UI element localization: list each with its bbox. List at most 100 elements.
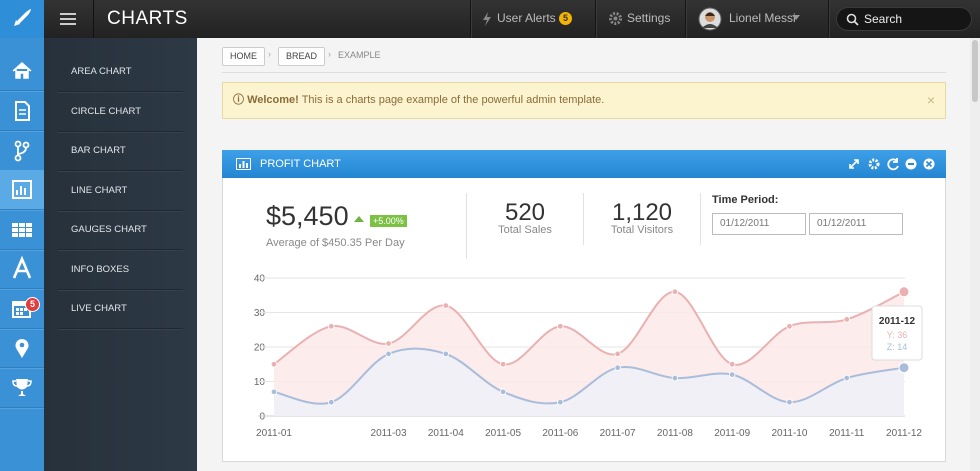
- sidebar-item[interactable]: CIRCLE CHART: [58, 92, 183, 132]
- sidebar: [44, 38, 197, 471]
- settings-tool[interactable]: [868, 158, 880, 170]
- marker-icon: [15, 339, 29, 358]
- x-tick-label: 2011-01: [256, 428, 292, 439]
- home-icon: [12, 61, 32, 79]
- nav-maps[interactable]: [0, 328, 44, 368]
- y-tick-label: 30: [254, 308, 266, 319]
- point: [442, 302, 450, 309]
- chart: 0 10 20 30 40 2011-01 2011-03 2011-04 2011-05 201…: [254, 274, 923, 439]
- period-label: Time Period:: [712, 194, 779, 206]
- profit-value: $5,450: [266, 201, 349, 231]
- tooltip-box: [871, 305, 923, 361]
- scrollbar-thumb[interactable]: [972, 40, 978, 102]
- x-tick-label: 2011-07: [600, 428, 636, 439]
- branch-icon: [14, 140, 30, 162]
- sidebar-item[interactable]: INFO BOXES: [58, 250, 183, 290]
- divider: [222, 72, 946, 73]
- change-badge: +5.00%: [370, 215, 407, 227]
- x-tick-label: 2011-03: [371, 428, 407, 439]
- nav-typography[interactable]: [0, 249, 44, 289]
- x-tick-label: 2011-06: [542, 428, 578, 439]
- up-arrow: [354, 216, 364, 222]
- date-input[interactable]: 01/12/2011: [809, 213, 903, 235]
- logo[interactable]: [0, 0, 44, 38]
- settings-icon: [609, 12, 622, 25]
- grid-icon: [12, 223, 32, 237]
- x-tick-label: 2011-10: [771, 428, 807, 439]
- tooltip-item: Z: 14: [887, 342, 908, 352]
- refresh-tool[interactable]: [887, 158, 899, 171]
- y-tick-label: 20: [254, 343, 266, 354]
- point: [442, 350, 450, 358]
- point: [898, 362, 910, 374]
- divider: [583, 193, 584, 245]
- breadcrumb-item[interactable]: BREAD: [278, 47, 326, 66]
- alerts-badge: 5: [559, 12, 572, 25]
- point: [728, 361, 736, 368]
- nav-trophy[interactable]: [0, 368, 44, 408]
- settings-link[interactable]: Settings: [627, 11, 671, 25]
- line: [273, 347, 905, 405]
- menu-toggle[interactable]: [44, 0, 94, 38]
- alerts-link[interactable]: User Alerts: [497, 11, 556, 25]
- nav-charts[interactable]: [0, 170, 44, 210]
- sales-label: Total Sales: [498, 224, 552, 236]
- point: [557, 399, 564, 406]
- calendar-badge: 5: [25, 297, 40, 312]
- point: [270, 361, 278, 368]
- point: [843, 374, 850, 382]
- visitors-value: 1,120: [611, 199, 673, 226]
- point: [385, 340, 392, 347]
- expand-tool[interactable]: [849, 159, 859, 169]
- alert-icon: ⓘ: [233, 94, 244, 106]
- point: [614, 350, 621, 358]
- date-input[interactable]: 01/12/2011: [712, 213, 806, 235]
- topbar: [0, 0, 980, 38]
- profit-note: Average of $450.35 Per Day: [266, 237, 405, 249]
- divider: [700, 193, 701, 245]
- doc-icon: [15, 101, 30, 121]
- sidebar-item[interactable]: GAUGES CHART: [58, 210, 183, 250]
- point: [671, 288, 679, 295]
- user-menu[interactable]: Lionel Messi: [729, 11, 796, 25]
- panel-title: PROFIT CHART: [260, 158, 341, 170]
- y-tick-label: 40: [254, 274, 266, 285]
- panel-icon: [236, 158, 251, 170]
- alert-close[interactable]: ×: [926, 92, 935, 108]
- sidebar-item[interactable]: BAR CHART: [58, 131, 183, 171]
- x-tick-label: 2011-04: [428, 428, 464, 439]
- point: [499, 361, 507, 368]
- panel-header: PROFIT CHART: [222, 150, 946, 178]
- nav-branch[interactable]: [0, 131, 44, 171]
- alert: ⓘ Welcome! This is a charts page example…: [222, 82, 946, 119]
- caret: [792, 15, 800, 20]
- divider: [466, 193, 467, 259]
- breadcrumb-separator: ›: [268, 49, 271, 59]
- breadcrumb-current: EXAMPLE: [338, 50, 381, 60]
- search-placeholder: Search: [864, 12, 903, 26]
- breadcrumb-item[interactable]: HOME: [222, 47, 265, 66]
- x-tick-label: 2011-05: [485, 428, 521, 439]
- panel-tools: [849, 158, 935, 171]
- font-icon: [12, 255, 32, 279]
- sidebar-item[interactable]: LIVE CHART: [58, 289, 183, 329]
- nav-pages[interactable]: [0, 91, 44, 131]
- logo-icon: [14, 9, 31, 26]
- nav-tables[interactable]: [0, 210, 44, 250]
- point: [328, 323, 335, 330]
- sidebar-item[interactable]: LINE CHART: [58, 171, 183, 211]
- point: [385, 350, 392, 358]
- sales-value: 520: [504, 199, 546, 226]
- point: [557, 323, 564, 330]
- search-box[interactable]: Search: [836, 7, 972, 31]
- alert-strong: Welcome!: [247, 94, 299, 106]
- alerts-icon: [483, 12, 491, 26]
- x-tick-label: 2011-12: [886, 428, 922, 439]
- tooltip-title: 2011-12: [879, 316, 916, 327]
- separator: [470, 0, 471, 38]
- breadcrumb-separator: ›: [328, 49, 331, 59]
- sidebar-item[interactable]: AREA CHART: [58, 52, 183, 92]
- nav-home[interactable]: [0, 51, 44, 91]
- point: [786, 399, 793, 406]
